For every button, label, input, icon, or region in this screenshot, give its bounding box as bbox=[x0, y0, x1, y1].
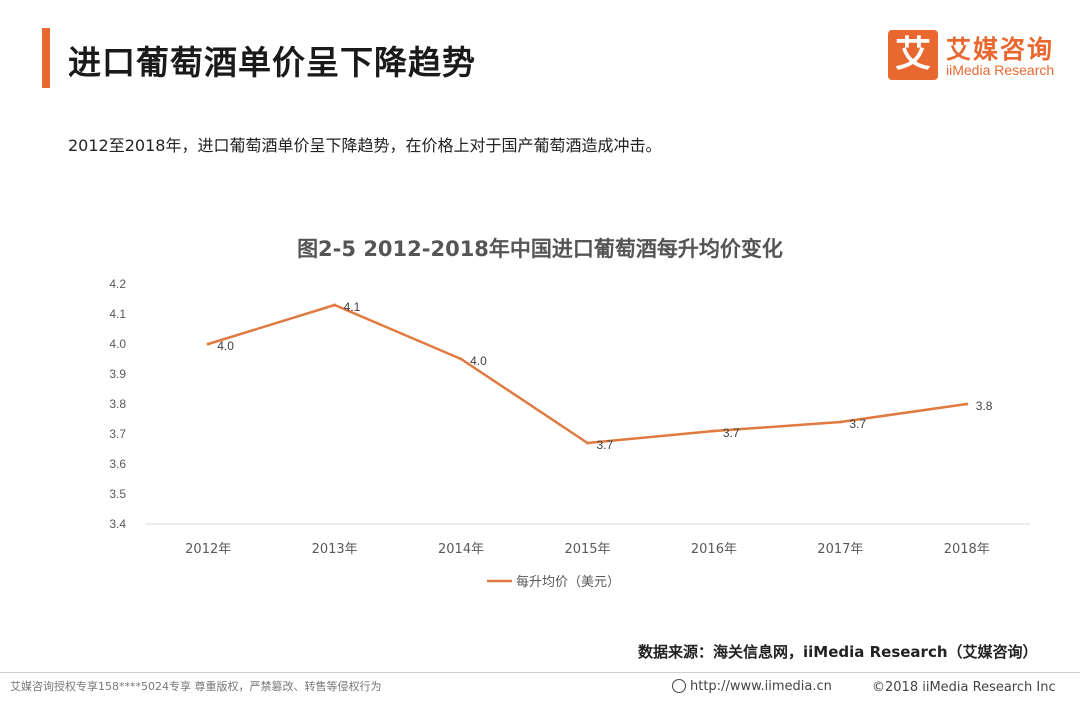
globe-icon bbox=[672, 679, 686, 693]
y-tick-label: 3.8 bbox=[109, 397, 126, 411]
y-tick-label: 3.5 bbox=[109, 487, 126, 501]
y-tick-label: 4.2 bbox=[109, 277, 126, 291]
footer-divider bbox=[0, 672, 1080, 673]
x-tick-label: 2017年 bbox=[817, 542, 863, 557]
y-tick-label: 3.4 bbox=[109, 517, 126, 531]
data-point bbox=[965, 402, 969, 406]
iimedia-logo[interactable]: 艾 艾媒咨询 iiMedia Research bbox=[888, 30, 1058, 85]
data-point bbox=[206, 342, 210, 346]
y-tick-label: 4.1 bbox=[109, 307, 126, 321]
y-tick-label: 3.6 bbox=[109, 457, 126, 471]
data-point bbox=[712, 429, 716, 433]
logo-english-name: iiMedia Research bbox=[946, 62, 1055, 78]
footer-website-link[interactable]: http://www.iimedia.cn bbox=[672, 679, 832, 694]
chart-title: 图2-5 2012-2018年中国进口葡萄酒每升均价变化 bbox=[297, 237, 783, 261]
y-tick-label: 3.7 bbox=[109, 427, 126, 441]
legend-label: 每升均价（美元） bbox=[516, 574, 620, 590]
footer-url-text: http://www.iimedia.cn bbox=[690, 679, 832, 694]
x-tick-label: 2013年 bbox=[312, 542, 358, 557]
data-point bbox=[459, 357, 463, 361]
x-tick-label: 2012年 bbox=[185, 542, 231, 557]
footer-copyright-notice: 艾媒咨询授权专享158****5024专享 尊重版权，严禁篡改、转售等侵权行为 bbox=[10, 680, 382, 693]
data-point bbox=[586, 441, 589, 445]
data-label: 4.0 bbox=[217, 339, 234, 353]
x-tick-label: 2016年 bbox=[691, 542, 737, 557]
footer-copyright: ©2018 iiMedia Research Inc bbox=[872, 680, 1056, 695]
data-source: 数据来源：海关信息网，iiMedia Research（艾媒咨询） bbox=[638, 643, 1038, 661]
logo-chinese-name: 艾媒咨询 bbox=[946, 35, 1055, 64]
y-tick-label: 4.0 bbox=[109, 337, 126, 351]
logo-mark: 艾 bbox=[888, 30, 938, 80]
data-label: 3.7 bbox=[597, 438, 614, 452]
x-tick-label: 2018年 bbox=[944, 542, 990, 557]
data-point bbox=[838, 420, 842, 424]
page-title: 进口葡萄酒单价呈下降趋势 bbox=[68, 43, 476, 82]
summary-text: 2012至2018年，进口葡萄酒单价呈下降趋势，在价格上对于国产葡萄酒造成冲击。 bbox=[68, 136, 662, 155]
data-label: 3.7 bbox=[723, 426, 740, 440]
data-label: 4.1 bbox=[344, 300, 361, 314]
data-label: 4.0 bbox=[470, 354, 487, 368]
x-tick-label: 2014年 bbox=[438, 542, 484, 557]
data-point bbox=[333, 303, 337, 307]
data-label: 3.7 bbox=[849, 417, 866, 431]
data-label: 3.8 bbox=[976, 399, 993, 413]
y-tick-label: 3.9 bbox=[109, 367, 126, 381]
title-accent-bar bbox=[42, 28, 50, 88]
x-tick-label: 2015年 bbox=[564, 542, 610, 557]
